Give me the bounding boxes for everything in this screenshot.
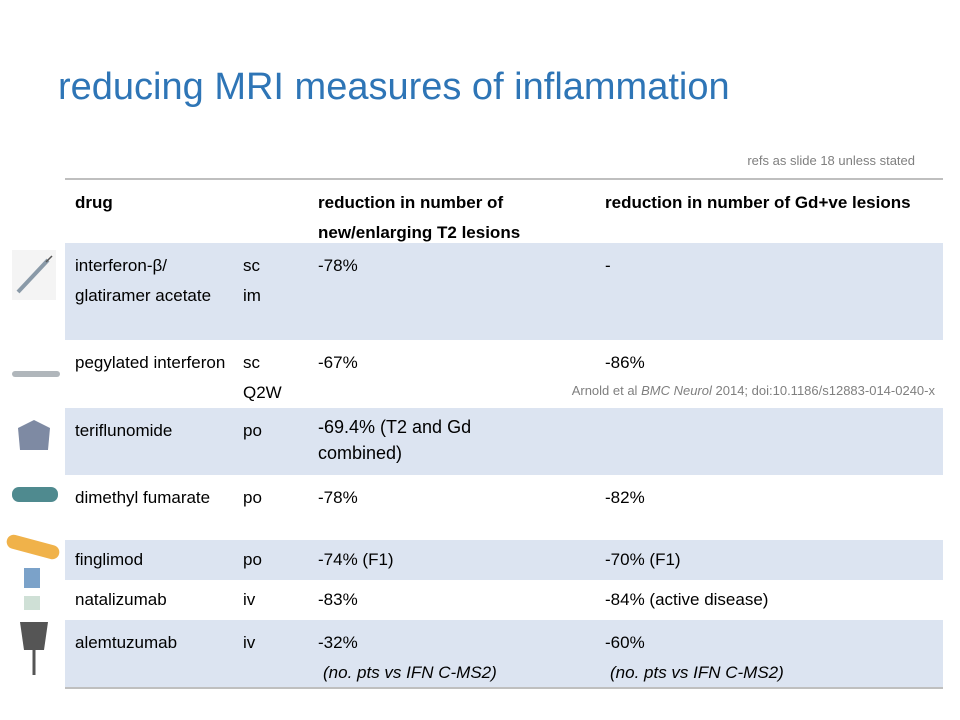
t2-note: (no. pts vs IFN C-MS2) bbox=[323, 663, 497, 682]
header-cell: reduction in number of new/enlarging T2 … bbox=[318, 193, 521, 242]
t2-cell: -78% bbox=[318, 256, 358, 275]
route: po bbox=[243, 488, 262, 507]
drug-icons bbox=[6, 250, 60, 675]
t2-cell: -67% bbox=[318, 353, 358, 372]
route-cell: sc im bbox=[243, 251, 308, 311]
route: po bbox=[243, 550, 262, 569]
drug-cell: natalizumab bbox=[75, 590, 167, 609]
capsule2-icon bbox=[6, 534, 60, 560]
t2-cell: -83% bbox=[318, 590, 358, 609]
citation-journal: BMC Neurol bbox=[641, 383, 712, 398]
citation-details: 2014; doi:10.1186/s12883-014-0240-x bbox=[715, 383, 936, 398]
citation-authors: Arnold et al bbox=[571, 383, 638, 398]
t2-cell: -32% (no. pts vs IFN C-MS2) bbox=[318, 628, 598, 688]
route: sc bbox=[243, 256, 260, 275]
refs-note: refs as slide 18 unless stated bbox=[747, 153, 915, 168]
table-row: finglimod po -74% (F1) -70% (F1) bbox=[65, 540, 943, 580]
header-row: drug reduction in number of new/enlargin… bbox=[65, 180, 943, 243]
tablet-icon bbox=[18, 420, 50, 450]
syringe-icon bbox=[12, 250, 56, 300]
t2-value: -32% bbox=[318, 633, 358, 652]
header-cell: reduction in number of Gd+ve lesions bbox=[605, 193, 911, 212]
table-row: teriflunomide po -69.4% (T2 and Gd combi… bbox=[65, 408, 943, 475]
route: Q2W bbox=[243, 383, 282, 402]
slide-title: reducing MRI measures of inflammation bbox=[58, 66, 730, 108]
route-cell: iv bbox=[243, 585, 308, 615]
citation: Arnold et al BMC Neurol 2014; doi:10.118… bbox=[572, 383, 935, 398]
t2-cell: -78% bbox=[318, 488, 358, 507]
t2-cell: -74% (F1) bbox=[318, 550, 394, 569]
gd-cell: -82% bbox=[605, 488, 645, 507]
route-cell: sc Q2W bbox=[243, 348, 308, 408]
gd-cell: - bbox=[605, 256, 611, 275]
drug-cell: alemtuzumab bbox=[75, 633, 178, 652]
drug-cell: dimethyl fumarate bbox=[75, 488, 211, 507]
gd-cell: -86% bbox=[605, 353, 645, 372]
gd-note: (no. pts vs IFN C-MS2) bbox=[610, 663, 784, 682]
capsule-icon bbox=[12, 487, 58, 502]
route-cell: po bbox=[243, 416, 308, 446]
table-row: pegylated interferon sc Q2W -67% -86% bbox=[65, 340, 943, 408]
route-cell: iv bbox=[243, 628, 308, 658]
route: iv bbox=[243, 633, 256, 652]
table-row: natalizumab iv -83% -84% (active disease… bbox=[65, 580, 943, 620]
table-bottom-rule bbox=[65, 687, 943, 689]
table-row: dimethyl fumarate po -78% -82% bbox=[65, 475, 943, 540]
header-cell: drug bbox=[75, 193, 113, 212]
route: iv bbox=[243, 590, 256, 609]
drug-cell: pegylated interferon bbox=[75, 353, 226, 372]
vial-icon bbox=[24, 568, 40, 610]
iv-bag-icon bbox=[20, 622, 48, 675]
route-cell: po bbox=[243, 483, 308, 513]
route: po bbox=[243, 421, 262, 440]
gd-value: -60% bbox=[605, 633, 645, 652]
route: sc bbox=[243, 353, 260, 372]
gd-cell: -70% (F1) bbox=[605, 550, 681, 569]
drug-cell: finglimod bbox=[75, 550, 144, 569]
gd-cell: -84% (active disease) bbox=[605, 590, 769, 609]
gd-cell: -60% (no. pts vs IFN C-MS2) bbox=[605, 628, 935, 688]
route-cell: po bbox=[243, 545, 308, 575]
pen-icon bbox=[12, 371, 60, 377]
table-row: alemtuzumab iv -32% (no. pts vs IFN C-MS2… bbox=[65, 620, 943, 688]
drug-cell: teriflunomide bbox=[75, 421, 173, 440]
table-top-rule bbox=[65, 178, 943, 180]
route: im bbox=[243, 286, 261, 305]
t2-cell: -69.4% (T2 and Gd combined) bbox=[318, 417, 472, 463]
table-row: interferon-β/ glatiramer acetate sc im -7… bbox=[65, 243, 943, 340]
drug-cell: interferon-β/ glatiramer acetate bbox=[75, 256, 212, 305]
